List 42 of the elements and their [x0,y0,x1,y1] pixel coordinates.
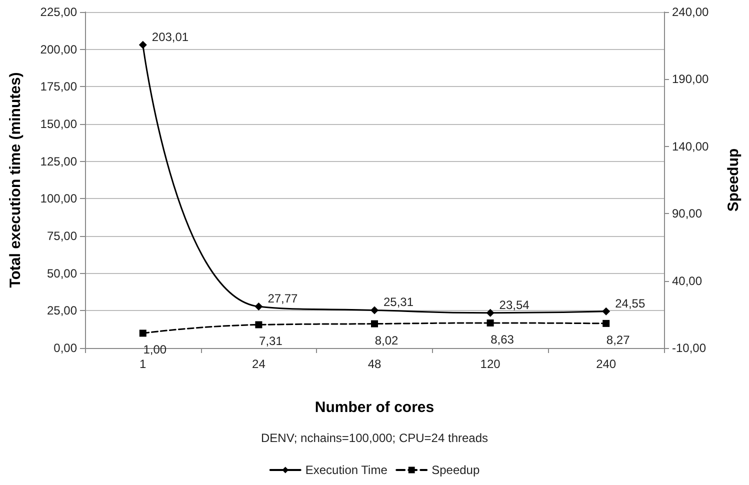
data-label: 203,01 [152,30,189,44]
y-tick-label: 125,00 [40,154,78,168]
x-tick-label: 240 [596,357,616,371]
data-label: 27,77 [268,292,298,306]
y2-axis-title: Speedup [725,148,742,212]
data-label: 25,31 [384,295,414,310]
x-tick-label: 48 [368,357,382,371]
y-tick-label: 150,00 [40,117,78,131]
y2-tick-label: 190,00 [672,72,710,86]
y-tick-label: 225,00 [40,5,78,19]
data-label: 23,54 [499,298,530,312]
y-tick-label: 100,00 [40,192,78,206]
legend-label: Execution Time [305,463,388,477]
y-tick-label: 175,00 [40,80,78,94]
x-tick-label: 24 [252,357,266,371]
point [138,40,147,49]
x-tick-label: 120 [480,357,501,371]
text: DENV; nchains=100,000; CPU=24 threads [260,431,488,445]
y2-tick-label: 240,00 [672,5,710,19]
point [254,302,263,311]
point [602,307,610,316]
data-label: 1,00 [143,342,167,357]
data-label: 7,31 [259,334,283,348]
data-label: 8,27 [606,332,630,347]
y-axis-title: Total execution time (minutes) [7,72,24,288]
data-label: 8,63 [490,332,514,346]
point [370,306,378,314]
y2-tick-label: 90,00 [672,206,702,221]
y-tick-label: 50,00 [46,266,78,280]
data-label: 24,55 [615,296,646,310]
x-tick-label: 1 [140,357,147,371]
y2-tick-label: 140,00 [672,139,710,154]
legend-label: Speedup [432,463,480,477]
y-tick-label: 75,00 [46,229,78,243]
y-tick-label: 25,00 [46,304,78,318]
y2-tick-label: -10,00 [672,341,706,355]
x-axis-title: Number of cores [314,399,434,416]
data-label: 8,02 [374,333,398,348]
y2-tick-label: 40,00 [672,274,702,288]
point [486,308,494,317]
y-tick-label: 200,00 [40,42,78,56]
y-tick-label: 0,00 [54,341,78,355]
